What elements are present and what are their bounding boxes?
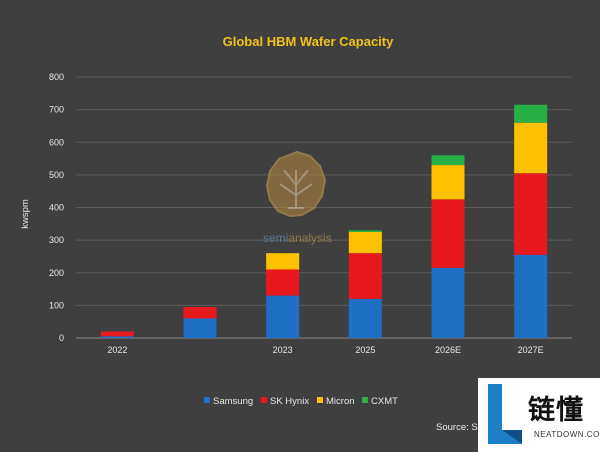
bar-segment-sk-hynix — [266, 269, 300, 296]
x-tick-label: 2027E — [518, 345, 544, 355]
bar-segment-cxmt — [348, 230, 382, 232]
legend-label: Samsung — [213, 396, 253, 407]
legend-label: SK Hynix — [270, 396, 309, 407]
bar-segment-samsung — [183, 318, 217, 338]
bar-segment-cxmt — [514, 104, 548, 123]
y-tick-label: 200 — [49, 268, 64, 278]
legend-label: CXMT — [371, 396, 398, 407]
watermark-suffix: analysis — [288, 231, 331, 245]
neatdown-logo-icon — [488, 384, 522, 444]
bar-segment-samsung — [348, 298, 382, 338]
bar-segment-samsung — [100, 336, 134, 338]
bar-segment-micron — [266, 253, 300, 270]
bar-segment-sk-hynix — [514, 173, 548, 255]
y-tick-label: 500 — [49, 170, 64, 180]
watermark-prefix: semi — [263, 231, 288, 245]
y-tick-label: 400 — [49, 203, 64, 213]
brand-english-name: NEATDOWN.COM — [534, 430, 600, 439]
legend-swatch — [261, 397, 267, 403]
gridlines — [76, 76, 572, 339]
svg-text:semianalysis: semianalysis — [263, 231, 332, 245]
bars — [100, 104, 548, 338]
bar-segment-samsung — [514, 254, 548, 338]
y-tick-label: 100 — [49, 300, 64, 310]
legend-swatch — [204, 397, 210, 403]
x-tick-label: 2025 — [355, 345, 375, 355]
bar-segment-micron — [348, 231, 382, 254]
watermark-tree-icon — [279, 169, 313, 209]
bar-segment-micron — [514, 122, 548, 174]
bar-segment-samsung — [266, 295, 300, 338]
bar-segment-sk-hynix — [431, 199, 465, 268]
x-tick-label: 2023 — [273, 345, 293, 355]
y-tick-label: 0 — [59, 333, 64, 343]
brand-chinese-name: 链懂 — [528, 395, 584, 426]
semianalysis-watermark: semianalysis — [263, 150, 332, 245]
y-tick-label: 800 — [49, 72, 64, 82]
x-tick-label: 2022 — [107, 345, 127, 355]
x-axis-ticks: 2022 2023 2025 2026E 2027E — [107, 345, 543, 355]
legend-swatch — [317, 397, 323, 403]
x-tick-label: 2026E — [435, 345, 461, 355]
bar-segment-sk-hynix — [348, 253, 382, 299]
y-tick-label: 600 — [49, 137, 64, 147]
legend: Samsung SK Hynix Micron CXMT — [204, 396, 398, 407]
neatdown-logo — [478, 378, 600, 452]
chart-title: Global HBM Wafer Capacity — [223, 34, 394, 49]
bar-segment-samsung — [431, 267, 465, 338]
y-tick-label: 300 — [49, 235, 64, 245]
bar-segment-micron — [431, 165, 465, 200]
bar-segment-cxmt — [431, 155, 465, 166]
legend-label: Micron — [326, 396, 355, 407]
legend-swatch — [362, 397, 368, 403]
bar-segment-sk-hynix — [100, 331, 134, 337]
y-axis-ticks: 0 100 200 300 400 500 600 700 800 — [49, 72, 64, 343]
source-note: Source: Se — [436, 422, 483, 433]
y-tick-label: 700 — [49, 105, 64, 115]
bar-segment-sk-hynix — [183, 307, 217, 319]
y-axis-label: kwspm — [20, 199, 31, 229]
